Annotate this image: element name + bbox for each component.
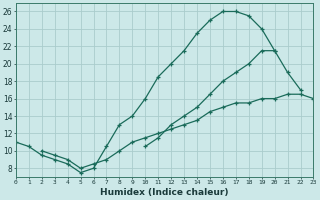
X-axis label: Humidex (Indice chaleur): Humidex (Indice chaleur) — [100, 188, 229, 197]
